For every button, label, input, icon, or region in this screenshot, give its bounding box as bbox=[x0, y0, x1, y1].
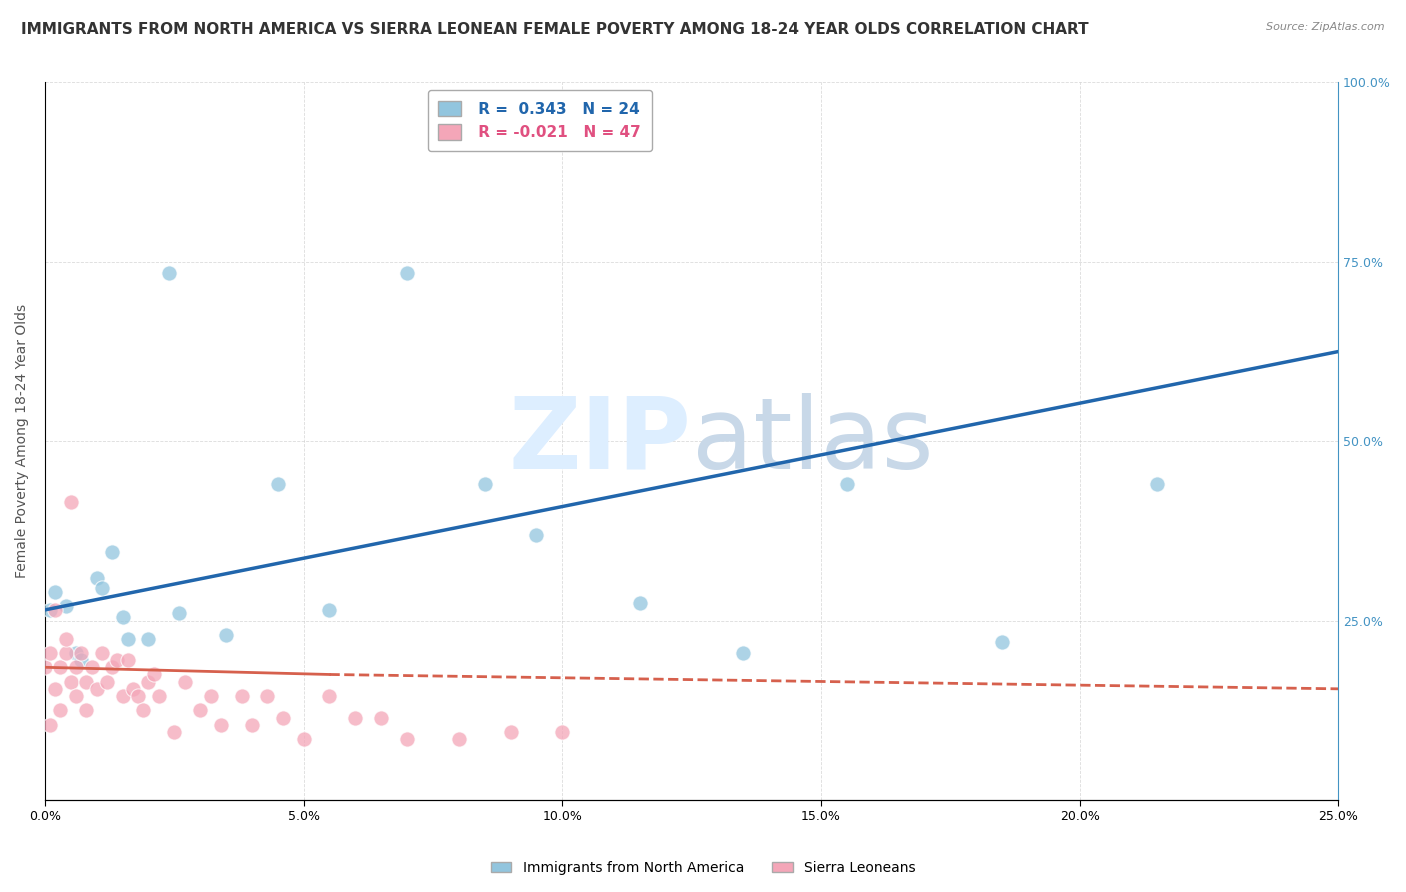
Point bbox=[169, 607, 191, 621]
Point bbox=[122, 681, 145, 696]
Point bbox=[44, 681, 66, 696]
Point bbox=[215, 628, 238, 642]
Point bbox=[65, 689, 87, 703]
Point bbox=[370, 710, 392, 724]
Point bbox=[526, 527, 548, 541]
Point bbox=[39, 603, 62, 617]
Point bbox=[44, 585, 66, 599]
Point bbox=[396, 732, 419, 747]
Point bbox=[240, 717, 263, 731]
Text: atlas: atlas bbox=[692, 392, 934, 490]
Point bbox=[188, 703, 211, 717]
Point bbox=[59, 674, 82, 689]
Point bbox=[835, 477, 858, 491]
Point bbox=[1146, 477, 1168, 491]
Point bbox=[499, 725, 522, 739]
Point bbox=[117, 653, 139, 667]
Point bbox=[271, 710, 294, 724]
Point bbox=[70, 646, 93, 660]
Point bbox=[318, 603, 340, 617]
Point bbox=[111, 610, 134, 624]
Point bbox=[267, 477, 290, 491]
Point bbox=[86, 681, 108, 696]
Point bbox=[80, 660, 103, 674]
Point bbox=[132, 703, 155, 717]
Point bbox=[292, 732, 315, 747]
Point bbox=[55, 599, 77, 614]
Point bbox=[209, 717, 232, 731]
Point bbox=[34, 660, 56, 674]
Point bbox=[105, 653, 128, 667]
Text: ZIP: ZIP bbox=[509, 392, 692, 490]
Point bbox=[90, 646, 112, 660]
Point bbox=[39, 717, 62, 731]
Point bbox=[344, 710, 367, 724]
Point bbox=[55, 646, 77, 660]
Point bbox=[991, 635, 1014, 649]
Point bbox=[138, 632, 160, 646]
Point bbox=[628, 596, 651, 610]
Point bbox=[96, 674, 118, 689]
Point bbox=[75, 674, 97, 689]
Point bbox=[733, 646, 755, 660]
Point bbox=[86, 571, 108, 585]
Y-axis label: Female Poverty Among 18-24 Year Olds: Female Poverty Among 18-24 Year Olds bbox=[15, 304, 30, 578]
Point bbox=[49, 703, 72, 717]
Point bbox=[173, 674, 195, 689]
Point bbox=[49, 660, 72, 674]
Point bbox=[44, 603, 66, 617]
Point bbox=[117, 632, 139, 646]
Point bbox=[318, 689, 340, 703]
Point bbox=[39, 646, 62, 660]
Text: IMMIGRANTS FROM NORTH AMERICA VS SIERRA LEONEAN FEMALE POVERTY AMONG 18-24 YEAR : IMMIGRANTS FROM NORTH AMERICA VS SIERRA … bbox=[21, 22, 1088, 37]
Point bbox=[231, 689, 253, 703]
Point bbox=[163, 725, 186, 739]
Point bbox=[75, 703, 97, 717]
Point bbox=[396, 266, 419, 280]
Point bbox=[474, 477, 496, 491]
Point bbox=[90, 582, 112, 596]
Point bbox=[65, 646, 87, 660]
Point bbox=[127, 689, 149, 703]
Point bbox=[101, 660, 124, 674]
Point bbox=[200, 689, 222, 703]
Point bbox=[55, 632, 77, 646]
Point bbox=[111, 689, 134, 703]
Point bbox=[447, 732, 470, 747]
Legend: Immigrants from North America, Sierra Leoneans: Immigrants from North America, Sierra Le… bbox=[485, 855, 921, 880]
Point bbox=[138, 674, 160, 689]
Point bbox=[101, 545, 124, 559]
Point bbox=[551, 725, 574, 739]
Point bbox=[59, 495, 82, 509]
Point bbox=[65, 660, 87, 674]
Point bbox=[157, 266, 180, 280]
Point bbox=[142, 667, 165, 681]
Point bbox=[256, 689, 278, 703]
Text: Source: ZipAtlas.com: Source: ZipAtlas.com bbox=[1267, 22, 1385, 32]
Point bbox=[70, 653, 93, 667]
Point bbox=[148, 689, 170, 703]
Legend:  R =  0.343   N = 24,  R = -0.021   N = 47: R = 0.343 N = 24, R = -0.021 N = 47 bbox=[427, 90, 652, 151]
